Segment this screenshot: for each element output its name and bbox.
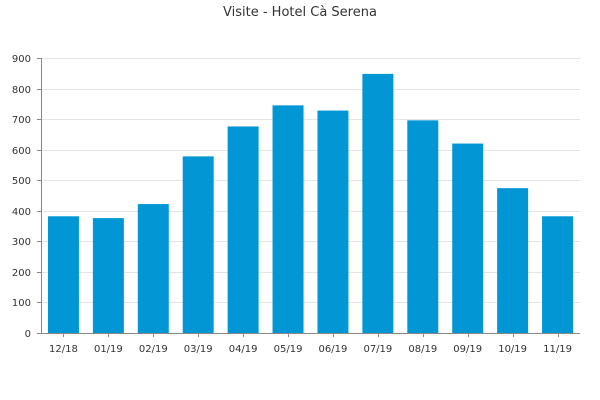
x-tick-label: 03/19	[184, 344, 213, 355]
bar-06-19	[317, 110, 349, 333]
y-tick-label: 100	[12, 298, 31, 309]
bar-02-19	[137, 204, 169, 333]
bar-01-19	[92, 218, 124, 333]
bar-series	[47, 73, 574, 333]
axes	[37, 58, 580, 337]
bar-07-19	[362, 73, 394, 333]
y-tick-label: 500	[12, 176, 31, 187]
y-tick-label: 600	[12, 146, 31, 157]
x-tick-label: 04/19	[229, 344, 258, 355]
x-tick-label: 12/18	[49, 344, 78, 355]
y-axis-tick-labels: 0 100 200 300 400 500 600 700 800 900	[12, 54, 31, 340]
x-axis-tick-labels: 12/18 01/19 02/19 03/19 04/19 05/19 06/19 07/19…	[49, 344, 572, 355]
bar-09-19	[452, 143, 484, 333]
y-tick-label: 800	[12, 85, 31, 96]
bar-10-19	[497, 188, 529, 333]
x-tick-label: 11/19	[543, 344, 572, 355]
bar-03-19	[182, 156, 214, 333]
bar-08-19	[407, 120, 439, 333]
x-tick-label: 09/19	[453, 344, 482, 355]
y-tick-label: 900	[12, 54, 31, 65]
x-tick-label: 05/19	[274, 344, 303, 355]
chart-title: Visite - Hotel Cà Serena	[223, 5, 377, 20]
y-tick-label: 400	[12, 207, 31, 218]
bar-11-19	[542, 216, 574, 333]
bar-05-19	[272, 105, 304, 333]
x-tick-label: 07/19	[363, 344, 392, 355]
bar-04-19	[227, 126, 259, 333]
bar-12-18	[47, 216, 79, 333]
gridlines	[41, 58, 580, 303]
x-tick-label: 02/19	[139, 344, 168, 355]
y-tick-label: 0	[25, 329, 31, 340]
y-tick-label: 200	[12, 268, 31, 279]
x-tick-label: 01/19	[94, 344, 123, 355]
y-tick-label: 700	[12, 115, 31, 126]
y-tick-label: 300	[12, 237, 31, 248]
x-tick-label: 06/19	[319, 344, 348, 355]
x-tick-label: 10/19	[498, 344, 527, 355]
x-tick-label: 08/19	[408, 344, 437, 355]
